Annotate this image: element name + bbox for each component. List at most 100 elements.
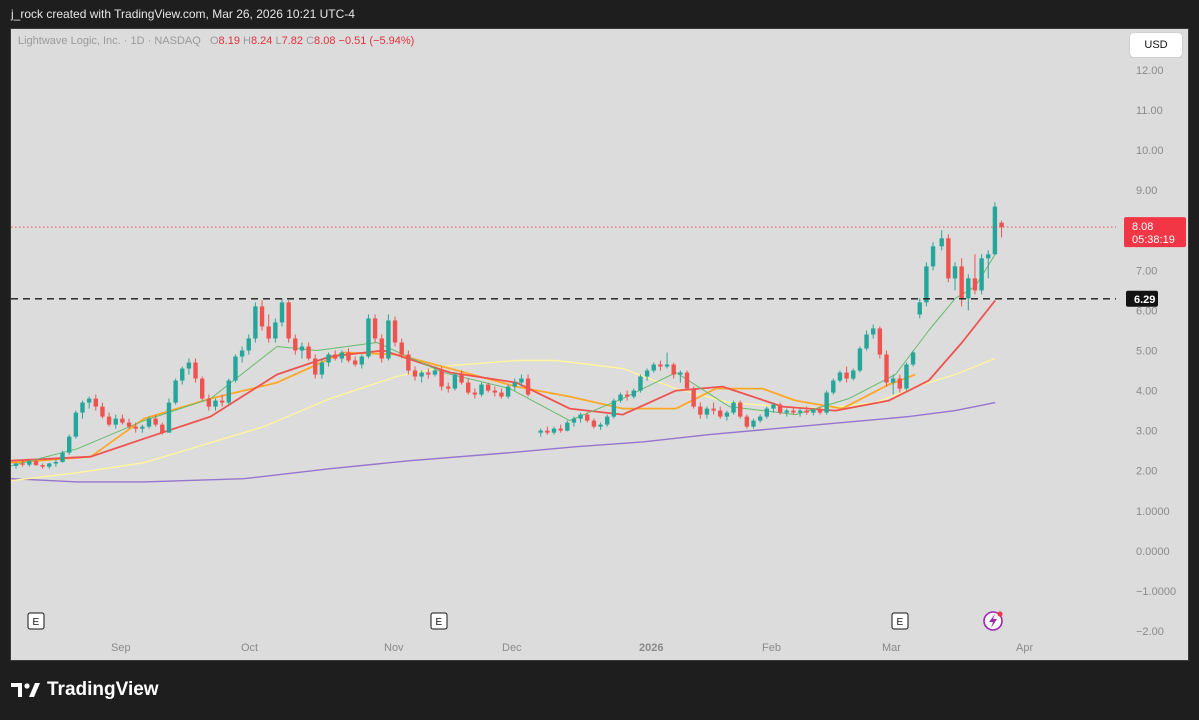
candle-body: [512, 382, 517, 387]
candle-body: [33, 461, 39, 466]
candle-body: [86, 398, 92, 403]
y-tick-label: −1.0000: [1136, 586, 1176, 598]
candle-body: [352, 360, 358, 365]
candle-body: [13, 463, 19, 466]
candle-body: [472, 392, 478, 395]
candle-body: [166, 402, 172, 433]
ma-green-line: [11, 254, 996, 467]
candle-body: [857, 348, 863, 371]
candle-body: [777, 404, 783, 413]
candle-body: [266, 326, 271, 339]
candle-body: [704, 408, 710, 415]
y-tick-label: 9.00: [1136, 185, 1157, 197]
candle-body: [718, 410, 723, 417]
candle-body: [333, 354, 338, 359]
candle-body: [930, 246, 936, 267]
candle-body: [306, 346, 311, 359]
legend-symbol: Lightwave Logic, Inc. · 1D · NASDAQ: [18, 35, 201, 47]
candles: [13, 202, 1004, 469]
y-tick-label: 3.00: [1136, 426, 1157, 438]
lightning-bolt-icon: [989, 614, 997, 628]
last-price-label-bg: [1124, 217, 1186, 248]
candle-body: [624, 394, 630, 397]
candle-body: [359, 356, 364, 365]
chart-frame[interactable]: 12.00 11.00 10.00 9.00 7.00 6.00 5.00 4.00 3.00 2…: [10, 28, 1189, 661]
candle-body: [239, 350, 245, 357]
currency-button[interactable]: USD: [1130, 33, 1182, 57]
candle-body: [952, 266, 958, 279]
horizontal-line-value: 6.29: [1134, 294, 1155, 306]
tradingview-brand[interactable]: TradingView: [11, 679, 159, 701]
candle-body: [545, 430, 550, 433]
candle-body: [851, 370, 856, 379]
y-tick-label: 6.00: [1136, 305, 1157, 317]
candle-body: [611, 400, 617, 417]
x-tick-label: Oct: [241, 642, 258, 654]
candle-body: [392, 320, 398, 343]
candle-body: [598, 424, 603, 427]
candle-body: [877, 328, 883, 355]
earnings-marker-letter: E: [436, 617, 443, 628]
candle-body: [346, 352, 351, 361]
x-tick-label: Sep: [111, 642, 131, 654]
candle-body: [924, 266, 929, 303]
earnings-marker[interactable]: E: [27, 612, 45, 630]
candle-body: [764, 408, 769, 417]
candle-body: [379, 338, 384, 359]
lightning-badge-dot: [997, 611, 1003, 617]
candle-body: [757, 416, 763, 421]
candle-body: [525, 378, 531, 395]
candle-body: [605, 416, 610, 425]
candle-body: [386, 320, 391, 359]
candle-body: [551, 428, 557, 433]
earnings-marker[interactable]: E: [430, 612, 448, 630]
footer: TradingView: [0, 661, 1199, 720]
candle-body: [100, 406, 105, 417]
candle-body: [917, 302, 922, 315]
candle-body: [492, 390, 497, 393]
candle-body: [485, 384, 491, 391]
candle-body: [591, 420, 597, 427]
legend-high-label: H: [243, 35, 251, 47]
candle-body: [366, 318, 371, 357]
candle-body: [299, 346, 305, 351]
earnings-marker[interactable]: E: [891, 612, 909, 630]
candle-body: [738, 402, 743, 417]
last-price-value: 8.08: [1132, 221, 1153, 233]
legend-close-value: 8.08: [314, 35, 336, 47]
ma-purple-line: [11, 401, 996, 483]
candle-body: [459, 374, 464, 383]
earnings-marker-box: [430, 612, 448, 630]
candle-body: [140, 426, 145, 429]
candle-body: [47, 463, 52, 467]
candle-body: [259, 306, 265, 327]
candle-body: [871, 328, 876, 335]
y-tick-label: 11.00: [1136, 105, 1163, 117]
candle-body: [372, 318, 378, 339]
y-tick-label: 0.0000: [1136, 546, 1170, 558]
candle-body: [890, 378, 896, 383]
candle-body: [979, 258, 984, 291]
lightning-event-icon[interactable]: [983, 611, 1003, 631]
price-chart[interactable]: 12.00 11.00 10.00 9.00 7.00 6.00 5.00 4.00 3.00 2…: [11, 29, 1188, 660]
legend-open-value: 8.19: [218, 35, 240, 47]
candle-body: [804, 410, 809, 413]
candle-body: [651, 364, 656, 371]
candle-body: [664, 364, 670, 367]
candle-body: [784, 410, 789, 413]
candle-body: [432, 370, 438, 375]
candle-body: [558, 428, 563, 431]
brand-name: TradingView: [47, 679, 159, 700]
candle-body: [571, 418, 577, 423]
candle-body: [120, 418, 125, 423]
candle-body: [279, 302, 285, 323]
candle-body: [972, 278, 978, 291]
candle-body: [27, 461, 32, 465]
candle-body: [797, 410, 803, 413]
x-tick-label: Dec: [502, 642, 522, 654]
candle-body: [180, 368, 185, 381]
candle-body: [505, 386, 511, 397]
candle-body: [226, 380, 231, 403]
candle-body: [153, 418, 158, 425]
